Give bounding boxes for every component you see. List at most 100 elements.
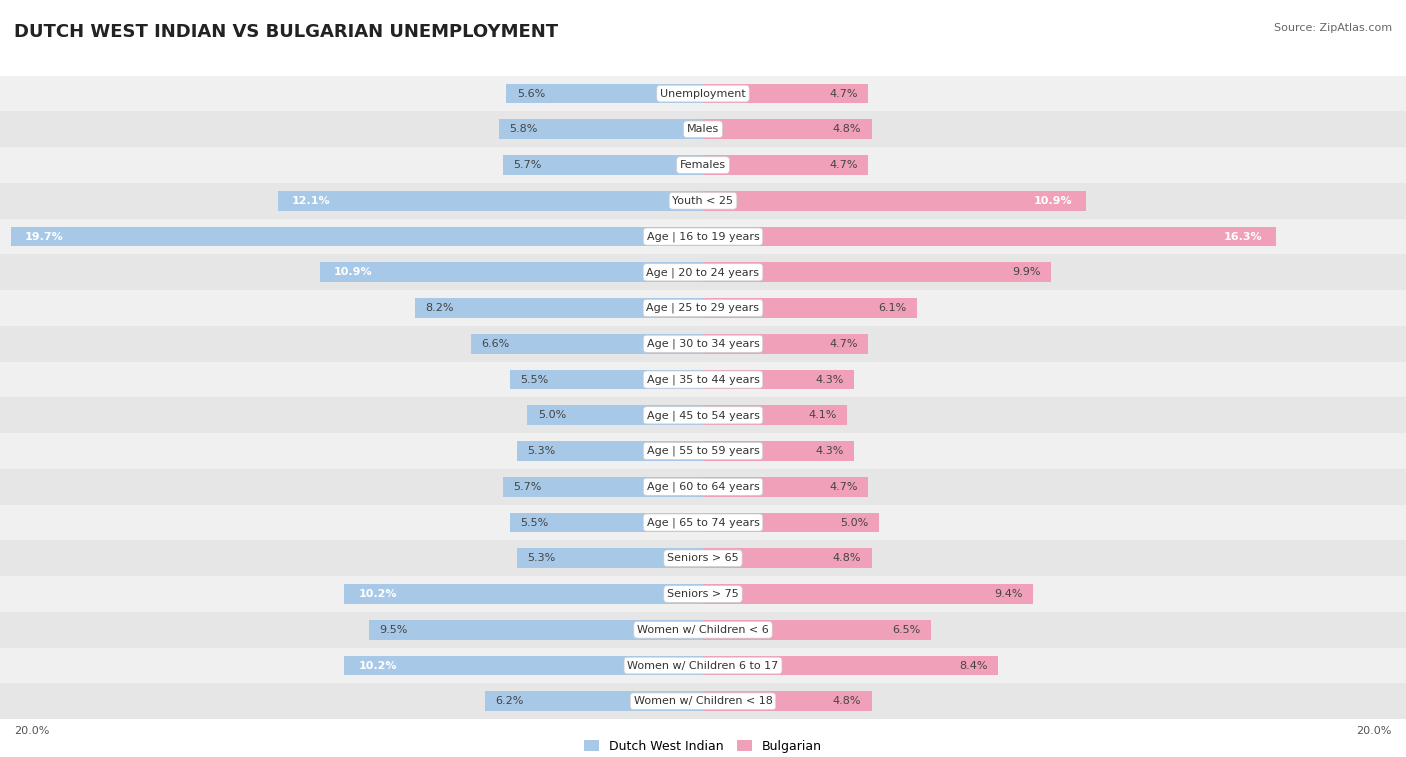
Bar [703, 263, 1052, 282]
Text: 5.7%: 5.7% [513, 481, 541, 492]
Text: 10.2%: 10.2% [359, 661, 396, 671]
Bar [527, 406, 703, 425]
Bar [506, 84, 703, 104]
Bar [344, 656, 703, 675]
Text: 4.7%: 4.7% [830, 339, 858, 349]
Text: 5.8%: 5.8% [510, 124, 538, 134]
Text: Age | 30 to 34 years: Age | 30 to 34 years [647, 338, 759, 349]
Text: 9.5%: 9.5% [380, 625, 408, 635]
Text: 9.4%: 9.4% [994, 589, 1024, 599]
Bar [703, 477, 869, 497]
Bar [0, 76, 1406, 111]
Text: 20.0%: 20.0% [14, 725, 49, 736]
Bar [703, 549, 872, 568]
Text: 6.6%: 6.6% [481, 339, 510, 349]
Text: 5.0%: 5.0% [839, 518, 869, 528]
Text: Age | 25 to 29 years: Age | 25 to 29 years [647, 303, 759, 313]
Text: 4.7%: 4.7% [830, 481, 858, 492]
Text: 5.6%: 5.6% [517, 89, 546, 98]
Text: 4.8%: 4.8% [832, 696, 860, 706]
Text: 19.7%: 19.7% [25, 232, 63, 241]
Text: Age | 20 to 24 years: Age | 20 to 24 years [647, 267, 759, 278]
Text: 4.3%: 4.3% [815, 375, 844, 385]
Bar [0, 326, 1406, 362]
Bar [415, 298, 703, 318]
Bar [485, 691, 703, 711]
Bar [517, 549, 703, 568]
Text: 10.9%: 10.9% [1033, 196, 1073, 206]
Bar [0, 254, 1406, 290]
Bar [703, 227, 1277, 246]
Text: 6.5%: 6.5% [893, 625, 921, 635]
Text: 8.4%: 8.4% [959, 661, 987, 671]
Bar [517, 441, 703, 461]
Bar [0, 540, 1406, 576]
Text: Age | 65 to 74 years: Age | 65 to 74 years [647, 517, 759, 528]
Bar [0, 147, 1406, 183]
Bar [0, 397, 1406, 433]
Text: Females: Females [681, 160, 725, 170]
Bar [321, 263, 703, 282]
Text: 4.7%: 4.7% [830, 160, 858, 170]
Bar [344, 584, 703, 604]
Text: 4.7%: 4.7% [830, 89, 858, 98]
Bar [703, 334, 869, 354]
Bar [471, 334, 703, 354]
Bar [703, 191, 1087, 210]
Text: 5.0%: 5.0% [537, 410, 567, 420]
Text: Age | 16 to 19 years: Age | 16 to 19 years [647, 232, 759, 241]
Bar [703, 512, 879, 532]
Bar [703, 584, 1033, 604]
Bar [510, 369, 703, 389]
Text: 4.1%: 4.1% [808, 410, 837, 420]
Text: Women w/ Children 6 to 17: Women w/ Children 6 to 17 [627, 661, 779, 671]
Bar [0, 111, 1406, 147]
Bar [0, 183, 1406, 219]
Bar [11, 227, 703, 246]
Text: Seniors > 75: Seniors > 75 [666, 589, 740, 599]
Bar [703, 369, 855, 389]
Text: Unemployment: Unemployment [661, 89, 745, 98]
Bar [503, 477, 703, 497]
Bar [0, 612, 1406, 648]
Text: Source: ZipAtlas.com: Source: ZipAtlas.com [1274, 23, 1392, 33]
Text: Women w/ Children < 18: Women w/ Children < 18 [634, 696, 772, 706]
Bar [0, 469, 1406, 505]
Text: 10.9%: 10.9% [335, 267, 373, 277]
Text: Age | 60 to 64 years: Age | 60 to 64 years [647, 481, 759, 492]
Bar [0, 684, 1406, 719]
Bar [368, 620, 703, 640]
Text: Youth < 25: Youth < 25 [672, 196, 734, 206]
Text: 4.8%: 4.8% [832, 124, 860, 134]
Bar [703, 84, 869, 104]
Text: 6.1%: 6.1% [879, 303, 907, 313]
Text: 4.3%: 4.3% [815, 446, 844, 456]
Bar [278, 191, 703, 210]
Text: 16.3%: 16.3% [1223, 232, 1263, 241]
Bar [703, 406, 846, 425]
Text: 6.2%: 6.2% [496, 696, 524, 706]
Bar [703, 441, 855, 461]
Bar [703, 120, 872, 139]
Text: Males: Males [688, 124, 718, 134]
Text: 5.3%: 5.3% [527, 446, 555, 456]
Text: Age | 45 to 54 years: Age | 45 to 54 years [647, 410, 759, 421]
Bar [703, 298, 917, 318]
Text: 4.8%: 4.8% [832, 553, 860, 563]
Bar [503, 155, 703, 175]
Text: 9.9%: 9.9% [1012, 267, 1040, 277]
Bar [510, 512, 703, 532]
Bar [703, 620, 932, 640]
Bar [0, 505, 1406, 540]
Text: DUTCH WEST INDIAN VS BULGARIAN UNEMPLOYMENT: DUTCH WEST INDIAN VS BULGARIAN UNEMPLOYM… [14, 23, 558, 41]
Text: 5.5%: 5.5% [520, 375, 548, 385]
Text: Age | 55 to 59 years: Age | 55 to 59 years [647, 446, 759, 456]
Bar [0, 576, 1406, 612]
Text: 5.3%: 5.3% [527, 553, 555, 563]
Text: 10.2%: 10.2% [359, 589, 396, 599]
Bar [0, 433, 1406, 469]
Bar [0, 362, 1406, 397]
Text: 8.2%: 8.2% [426, 303, 454, 313]
Text: 20.0%: 20.0% [1357, 725, 1392, 736]
Legend: Dutch West Indian, Bulgarian: Dutch West Indian, Bulgarian [579, 735, 827, 757]
